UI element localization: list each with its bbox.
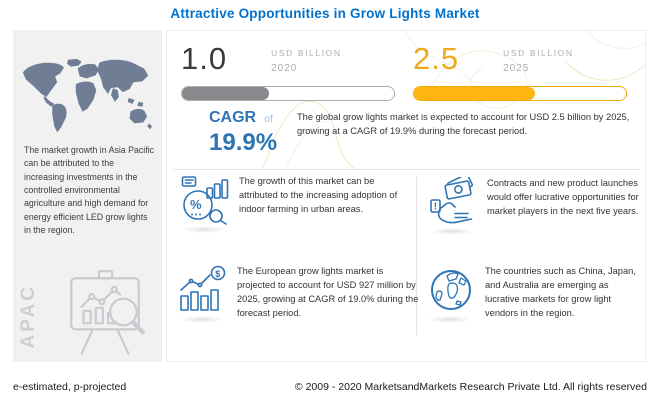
insight-text: The European grow lights market is proje… xyxy=(237,266,419,318)
stat-2025: 2.5 USD BILLION 2025 xyxy=(413,41,629,101)
stat-2025-progress-fill xyxy=(414,87,535,100)
icon-shadow xyxy=(430,228,474,235)
chart-dollar-icon: $ xyxy=(180,265,226,311)
insight-europe-market: $ The European grow lights market is pro… xyxy=(179,265,421,323)
insight-text: The countries such as China, Japan, and … xyxy=(485,266,636,318)
insight-text: The growth of this market can be attribu… xyxy=(239,176,398,214)
cagr-of: of xyxy=(264,113,273,125)
main-panel: 1.0 USD BILLION 2020 2.5 USD BILLION 202… xyxy=(166,30,646,362)
money-hand-icon: ! xyxy=(430,173,474,224)
market-analysis-icon: % xyxy=(181,176,229,225)
stat-2025-year: 2025 xyxy=(503,63,530,74)
percent-glyph: % xyxy=(190,197,202,212)
stat-2020-value: 1.0 xyxy=(181,41,228,76)
stat-2020-year: 2020 xyxy=(271,63,298,74)
dollar-glyph: $ xyxy=(215,269,220,279)
page-title: Attractive Opportunities in Grow Lights … xyxy=(170,6,480,21)
apac-sidebar: The market growth in Asia Pacific can be… xyxy=(13,30,162,362)
cagr-section: CAGR of 19.9% The global grow lights mark… xyxy=(181,109,637,157)
vertical-divider xyxy=(416,177,417,335)
exclamation-glyph: ! xyxy=(434,202,437,213)
stat-2020-progress-fill xyxy=(182,87,269,100)
icon-shadow xyxy=(182,226,226,233)
apac-region-label: APAC xyxy=(18,283,39,348)
horizontal-divider xyxy=(173,169,639,170)
stat-2025-value: 2.5 xyxy=(413,41,460,76)
chart-easel-icon xyxy=(59,269,151,358)
insight-text: Contracts and new product launches would… xyxy=(487,178,639,216)
insight-indoor-farming: % The growth of this market can be attri… xyxy=(181,175,411,233)
world-map-icon xyxy=(19,56,156,136)
insight-contracts-launches: ! Contracts and new product launches wou… xyxy=(429,173,643,235)
icon-shadow xyxy=(180,316,224,323)
footer-legend: e-estimated, p-projected xyxy=(13,381,127,393)
insight-apac-countries: The countries such as China, Japan, and … xyxy=(427,265,643,323)
stat-2025-unit: USD BILLION xyxy=(503,48,574,58)
stat-2020-unit: USD BILLION xyxy=(271,48,342,58)
cagr-value: 19.9% xyxy=(209,129,278,156)
apac-description: The market growth in Asia Pacific can be… xyxy=(24,145,155,236)
stat-2025-progress-bar xyxy=(413,86,627,101)
globe-icon xyxy=(431,270,471,310)
footer-copyright: © 2009 - 2020 MarketsandMarkets Research… xyxy=(294,381,647,393)
cagr-description: The global grow lights market is expecte… xyxy=(297,112,630,136)
stat-2020-progress-bar xyxy=(181,86,395,101)
stat-2020: 1.0 USD BILLION 2020 xyxy=(181,41,397,101)
icon-shadow xyxy=(428,316,472,323)
cagr-label: CAGR xyxy=(209,109,257,126)
